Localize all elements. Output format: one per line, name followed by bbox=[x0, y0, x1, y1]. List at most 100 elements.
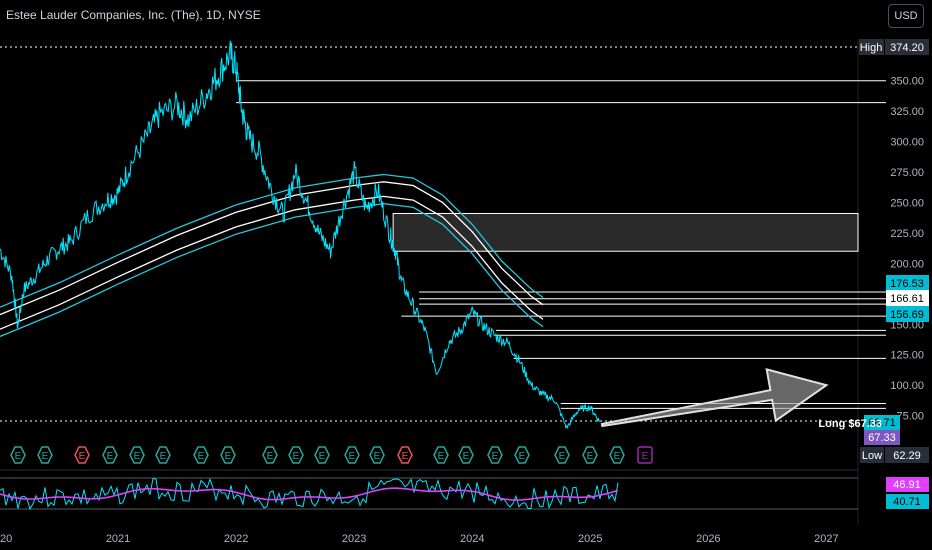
earnings-marker-label[interactable]: E bbox=[79, 451, 86, 462]
earnings-marker-label[interactable]: E bbox=[614, 451, 621, 462]
high-tag-value: 374.20 bbox=[890, 42, 924, 54]
earnings-marker-label[interactable]: E bbox=[198, 451, 205, 462]
chart-title: Estee Lauder Companies, Inc. (The), 1D, … bbox=[6, 8, 261, 22]
earnings-marker-outline[interactable] bbox=[637, 446, 653, 464]
earnings-marker-outline[interactable] bbox=[10, 446, 26, 464]
earnings-marker-label[interactable]: E bbox=[463, 451, 470, 462]
earnings-marker-outline[interactable] bbox=[582, 446, 598, 464]
price-axis[interactable]: 350.00 325.00 300.00 275.00 250.00 225.00 200.… bbox=[890, 76, 924, 423]
earnings-marker-label[interactable]: E bbox=[492, 451, 499, 462]
resistance-zone-box[interactable] bbox=[392, 212, 859, 252]
price-axis-tick: 300.00 bbox=[890, 137, 924, 149]
earnings-marker-outline[interactable] bbox=[262, 446, 278, 464]
oscillator-tag-2: 40.71 bbox=[886, 494, 929, 509]
high-tag-label: High bbox=[860, 42, 883, 54]
earnings-marker-outline[interactable] bbox=[458, 446, 474, 464]
time-axis-tick: 2026 bbox=[696, 533, 720, 545]
earnings-marker-outline[interactable] bbox=[609, 446, 625, 464]
price-axis-tick: 350.00 bbox=[890, 76, 924, 88]
earnings-marker-outline[interactable] bbox=[487, 446, 503, 464]
oscillator-value-2: 40.71 bbox=[893, 496, 921, 508]
projection-arrow[interactable] bbox=[600, 368, 829, 428]
earnings-marker-label[interactable]: E bbox=[374, 451, 381, 462]
earnings-marker-label[interactable]: E bbox=[293, 451, 300, 462]
earnings-marker-outline[interactable] bbox=[74, 446, 90, 464]
price-axis-tick: 225.00 bbox=[890, 228, 924, 240]
long-position-label[interactable]: Long $67.33 bbox=[818, 418, 882, 430]
earnings-marker-outline[interactable] bbox=[193, 446, 209, 464]
earnings-marker-label[interactable]: E bbox=[402, 451, 409, 462]
earnings-marker-label[interactable]: E bbox=[225, 451, 232, 462]
oscillator-fast-line bbox=[0, 477, 619, 511]
level-tag-176-value: 176.53 bbox=[890, 278, 924, 290]
earnings-marker-label[interactable]: E bbox=[519, 451, 526, 462]
earnings-marker-label[interactable]: E bbox=[559, 451, 566, 462]
earnings-marker-label[interactable]: E bbox=[134, 451, 141, 462]
high-tag: High 374.20 bbox=[859, 39, 929, 55]
last-price-tag: 68.71 bbox=[864, 415, 900, 430]
earnings-marker-outline[interactable] bbox=[37, 446, 53, 464]
ribbon-line bbox=[0, 195, 544, 330]
oscillator-tag-1: 46.91 bbox=[886, 477, 929, 492]
earnings-marker-outline[interactable] bbox=[314, 446, 330, 464]
price-axis-tick: 325.00 bbox=[890, 106, 924, 118]
projection-arrow-shape[interactable] bbox=[600, 368, 829, 428]
resistance-zone[interactable] bbox=[392, 212, 859, 252]
earnings-marker-label[interactable]: E bbox=[42, 451, 49, 462]
moving-average-ribbon bbox=[0, 173, 544, 338]
earnings-marker-outline[interactable] bbox=[369, 446, 385, 464]
earnings-marker-label[interactable]: E bbox=[587, 451, 594, 462]
long-entry-value: 67.33 bbox=[868, 432, 896, 444]
time-axis-tick: 2024 bbox=[460, 533, 484, 545]
oscillator-pane bbox=[0, 477, 858, 511]
price-axis-tick: 275.00 bbox=[890, 167, 924, 179]
earnings-marker-outline[interactable] bbox=[288, 446, 304, 464]
level-tag-166-value: 166.61 bbox=[890, 293, 924, 305]
earnings-marker-outline[interactable] bbox=[554, 446, 570, 464]
level-tag-176: 176.53 bbox=[886, 275, 929, 291]
level-tag-156: 156.69 bbox=[886, 306, 929, 322]
price-axis-tick: 125.00 bbox=[890, 350, 924, 362]
time-axis-tick: 2022 bbox=[224, 533, 248, 545]
earnings-marker-outline[interactable] bbox=[155, 446, 171, 464]
low-tag-label: Low bbox=[862, 450, 882, 462]
price-axis-tick: 150.00 bbox=[890, 319, 924, 331]
earnings-marker-label[interactable]: E bbox=[107, 451, 114, 462]
time-axis-tick: 2021 bbox=[106, 533, 130, 545]
price-axis-tick: 75.00 bbox=[896, 411, 924, 423]
earnings-marker-outline[interactable] bbox=[433, 446, 449, 464]
low-tag: Low 62.29 bbox=[860, 447, 929, 463]
low-tag-value: 62.29 bbox=[893, 450, 921, 462]
earnings-marker-label[interactable]: E bbox=[15, 451, 22, 462]
currency-button[interactable]: USD bbox=[888, 4, 924, 28]
earnings-marker-outline[interactable] bbox=[344, 446, 360, 464]
long-entry-tag: 67.33 bbox=[864, 430, 900, 445]
earnings-marker-label[interactable]: E bbox=[267, 451, 274, 462]
earnings-marker-label[interactable]: E bbox=[319, 451, 326, 462]
price-series bbox=[0, 40, 601, 430]
earnings-marker-outline[interactable] bbox=[397, 446, 413, 464]
time-axis-tick: 2023 bbox=[342, 533, 366, 545]
horizontal-levels[interactable] bbox=[236, 80, 886, 409]
earnings-marker-label[interactable]: E bbox=[642, 451, 649, 462]
earnings-marker-label[interactable]: E bbox=[349, 451, 356, 462]
earnings-marker-outline[interactable] bbox=[220, 446, 236, 464]
earnings-marker-outline[interactable] bbox=[129, 446, 145, 464]
oscillator-slow-line bbox=[0, 487, 619, 501]
earnings-marker-outline[interactable] bbox=[514, 446, 530, 464]
earnings-marker-label[interactable]: E bbox=[438, 451, 445, 462]
earnings-marker-label[interactable]: E bbox=[160, 451, 167, 462]
price-axis-tick: 100.00 bbox=[890, 380, 924, 392]
price-line bbox=[0, 40, 601, 430]
last-price-value: 68.71 bbox=[868, 417, 896, 429]
price-axis-tick: 250.00 bbox=[890, 198, 924, 210]
time-axis-tick: 2027 bbox=[814, 533, 838, 545]
earnings-marker-outline[interactable] bbox=[102, 446, 118, 464]
oscillator-value-1: 46.91 bbox=[893, 479, 921, 491]
time-axis-tick: 2025 bbox=[578, 533, 602, 545]
price-axis-tick: 200.00 bbox=[890, 258, 924, 270]
